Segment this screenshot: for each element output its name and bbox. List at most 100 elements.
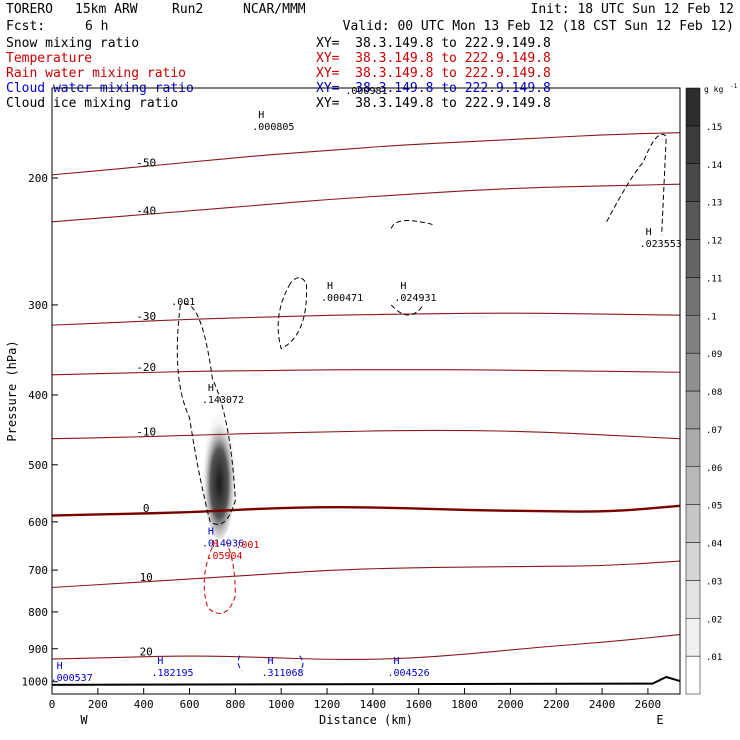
colorbar-tick-label: .01	[706, 653, 722, 663]
colorbar-tick-label: .04	[706, 540, 722, 550]
colorbar-cell	[685, 618, 701, 657]
contour-value-label: .001	[235, 540, 259, 551]
plot-frame	[51, 87, 681, 695]
y-tick-label: 400	[28, 389, 48, 402]
colorbar-tick-label: .08	[706, 388, 722, 398]
temperature-contour	[51, 429, 681, 440]
colorbar-cell	[685, 277, 701, 316]
colorbar-cell	[685, 655, 701, 695]
y-tick-label: 900	[28, 643, 48, 656]
temperature-contour	[51, 560, 681, 589]
x-end-right: E	[656, 713, 663, 727]
colorbar-cell	[685, 201, 701, 240]
colorbar-tick-label: .06	[706, 464, 722, 474]
colorbar-tick-label: .02	[706, 615, 722, 625]
x-tick-label: 2400	[589, 698, 616, 711]
colorbar-tick-label: .1	[706, 312, 717, 322]
field-xy: XY= 38.3.149.8 to 222.9.149.8	[316, 36, 551, 51]
colorbar-tick-label: .13	[706, 199, 722, 209]
temperature-contour	[51, 504, 681, 517]
temperature-contour	[51, 633, 681, 660]
extremum-marker: H	[327, 281, 333, 292]
colorbar-tick-label: .05	[706, 502, 722, 512]
y-axis-label: Pressure (hPa)	[5, 340, 19, 441]
x-tick-label: 2000	[497, 698, 524, 711]
colorbar-unit-sup: -1	[730, 83, 738, 90]
x-tick-label: 2600	[635, 698, 662, 711]
colorbar-cell	[685, 239, 701, 278]
colorbar-cell	[685, 428, 701, 467]
extremum-marker: H	[208, 527, 214, 538]
ground-line	[51, 675, 681, 686]
temperature-contour	[51, 312, 681, 326]
extremum-value: .182195	[151, 668, 193, 679]
colorbar-cell	[685, 466, 701, 505]
extremum-marker: H	[258, 110, 264, 121]
x-tick-label: 800	[225, 698, 245, 711]
extremum-value: .004526	[388, 668, 430, 679]
extremum-marker: H	[646, 227, 652, 238]
contour-value-label: .001	[171, 297, 195, 308]
temperature-contour	[51, 132, 681, 176]
header-resolution: 15km ARW	[75, 2, 138, 17]
x-axis-label: Distance (km)	[319, 713, 413, 727]
field-xy: XY= 38.3.149.8 to 222.9.149.8	[316, 51, 551, 66]
x-tick-label: 2200	[543, 698, 570, 711]
header-model: TORERO	[6, 2, 53, 17]
contour-label: -40	[136, 204, 156, 217]
extremum-value: .023553	[640, 239, 682, 250]
x-tick-label: 1400	[360, 698, 387, 711]
colorbar-tick-label: .11	[706, 274, 722, 284]
field-xy: XY= 38.3.149.8 to 222.9.149.8	[316, 66, 551, 81]
colorbar-cell	[685, 163, 701, 202]
colorbar-cell	[685, 87, 701, 127]
mixing-ratio-outline	[390, 220, 433, 316]
extremum-value: .014936	[202, 539, 244, 550]
colorbar-cell	[685, 542, 701, 581]
y-tick-label: 600	[28, 516, 48, 529]
colorbar-cell	[685, 315, 701, 354]
header-valid: Valid: 00 UTC Mon 13 Feb 12 (18 CST Sun …	[342, 19, 734, 34]
mixing-ratio-outline	[203, 541, 236, 614]
colorbar-cell	[685, 580, 701, 619]
colorbar-cell	[685, 352, 701, 392]
extremum-marker: H	[212, 539, 218, 550]
colorbar-tick-label: .15	[706, 123, 722, 133]
contour-value-label: .000981	[345, 86, 387, 97]
colorbar-tick-label: .03	[706, 577, 722, 587]
header-org: NCAR/MMM	[243, 2, 306, 17]
contour-label: -20	[136, 361, 156, 374]
x-tick-label: 200	[88, 698, 108, 711]
x-tick-label: 1000	[268, 698, 295, 711]
contour-label: -10	[136, 425, 156, 438]
colorbar-cell	[685, 390, 701, 430]
header-fcst-label: Fcst:	[6, 19, 46, 34]
field-name: Temperature	[6, 51, 93, 66]
header-run: Run2	[172, 2, 204, 17]
field-name: Rain water mixing ratio	[6, 66, 187, 81]
mixing-ratio-outline	[606, 133, 667, 236]
extremum-marker: H	[208, 383, 214, 394]
extremum-marker: H	[157, 656, 163, 667]
extremum-value: .143072	[202, 395, 244, 406]
temperature-contour	[51, 183, 681, 223]
contour-label: 10	[140, 571, 153, 584]
extremum-value: .000537	[51, 673, 93, 684]
extremum-value: .000471	[321, 293, 363, 304]
x-tick-label: 600	[180, 698, 200, 711]
extremum-marker: H	[394, 656, 400, 667]
field-name: Cloud ice mixing ratio	[6, 96, 179, 111]
colorbar-tick-label: .07	[706, 426, 722, 436]
colorbar-cell	[685, 125, 701, 164]
field-name: Snow mixing ratio	[6, 36, 140, 51]
extremum-marker: H	[267, 656, 273, 667]
extremum-value: .311068	[261, 668, 303, 679]
y-tick-label: 300	[28, 299, 48, 312]
field-xy: XY= 38.3.149.8 to 222.9.149.8	[316, 96, 551, 111]
y-tick-label: 500	[28, 459, 48, 472]
y-tick-label: 800	[28, 606, 48, 619]
mixing-ratio-outline	[176, 303, 236, 525]
header-fcst-value: 6 h	[85, 19, 109, 34]
x-tick-label: 1800	[451, 698, 478, 711]
